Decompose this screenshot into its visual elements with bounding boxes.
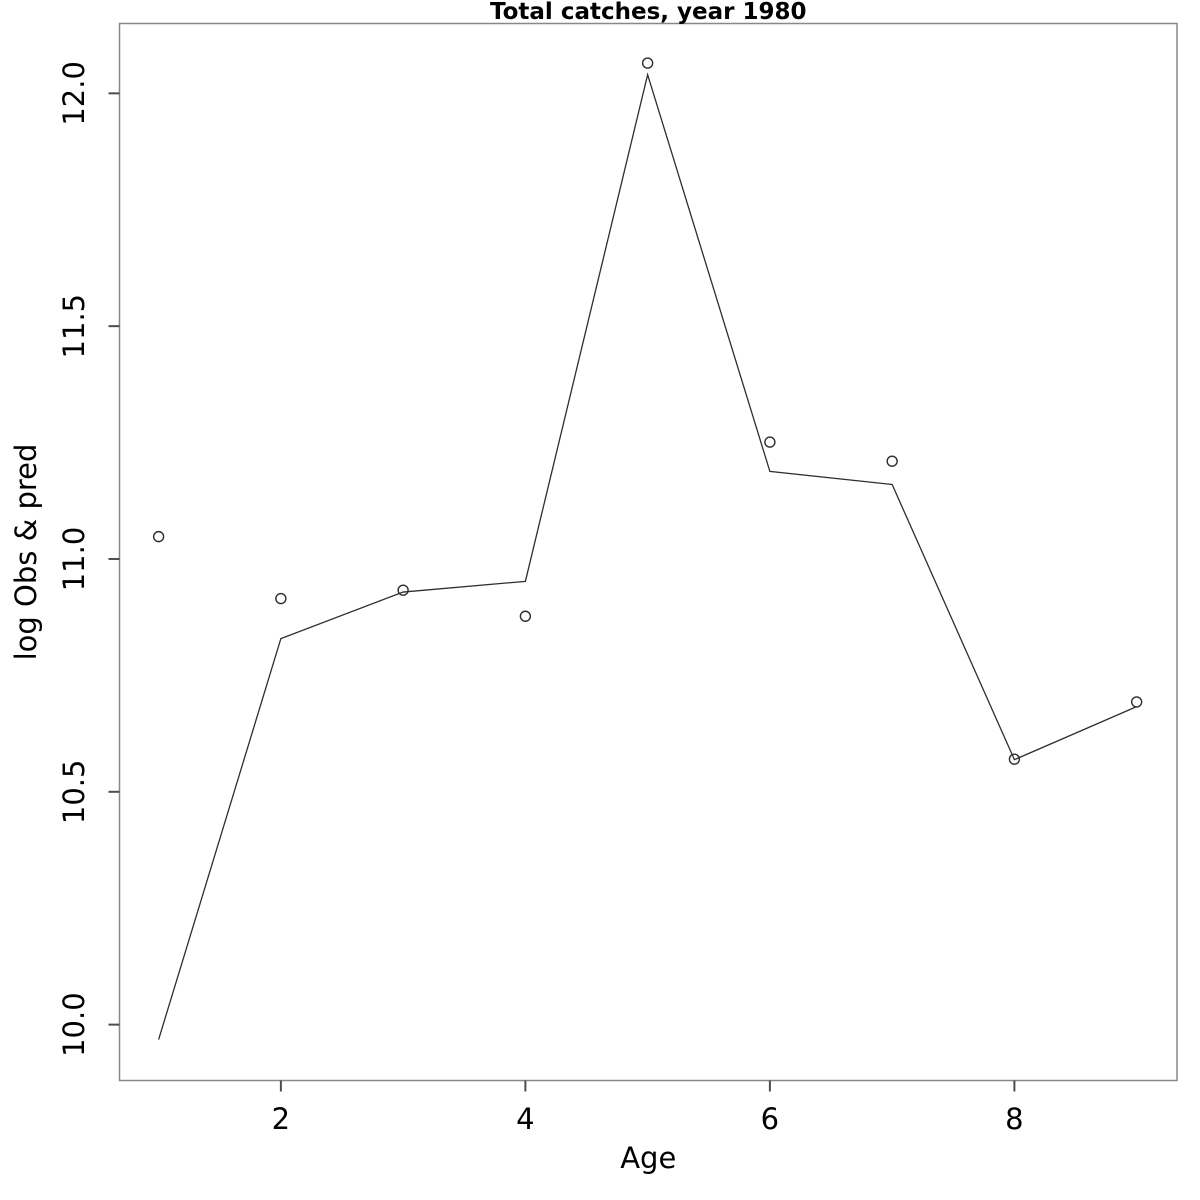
x-axis-tick-label: 8 <box>1005 1102 1023 1136</box>
observed-point <box>152 530 165 543</box>
observed-point <box>275 592 287 605</box>
x-axis-tick-label: 6 <box>761 1102 779 1136</box>
y-axis-tick-label: 10.5 <box>57 760 91 825</box>
chart-title: Total catches, year 1980 <box>490 0 807 25</box>
plot-border <box>118 22 1178 1082</box>
y-axis-title: log Obs & pred <box>9 444 43 661</box>
predicted-line <box>157 72 1137 1040</box>
observed-point <box>886 455 898 467</box>
observed-point <box>1130 696 1143 708</box>
observed-point <box>1008 753 1021 765</box>
x-axis-tick-label: 4 <box>516 1102 534 1136</box>
y-axis-tick-label: 11.5 <box>57 294 91 359</box>
y-axis-tick-label: 10.0 <box>57 992 91 1057</box>
x-axis-tick-label: 2 <box>272 1102 290 1136</box>
x-axis-title: Age <box>620 1141 676 1175</box>
y-axis-tick-label: 11.0 <box>57 527 91 592</box>
observed-point <box>764 436 776 448</box>
observed-point <box>397 584 409 596</box>
y-axis-tick-label: 12.0 <box>57 61 91 126</box>
observed-point <box>519 610 532 622</box>
observed-point <box>641 57 654 69</box>
